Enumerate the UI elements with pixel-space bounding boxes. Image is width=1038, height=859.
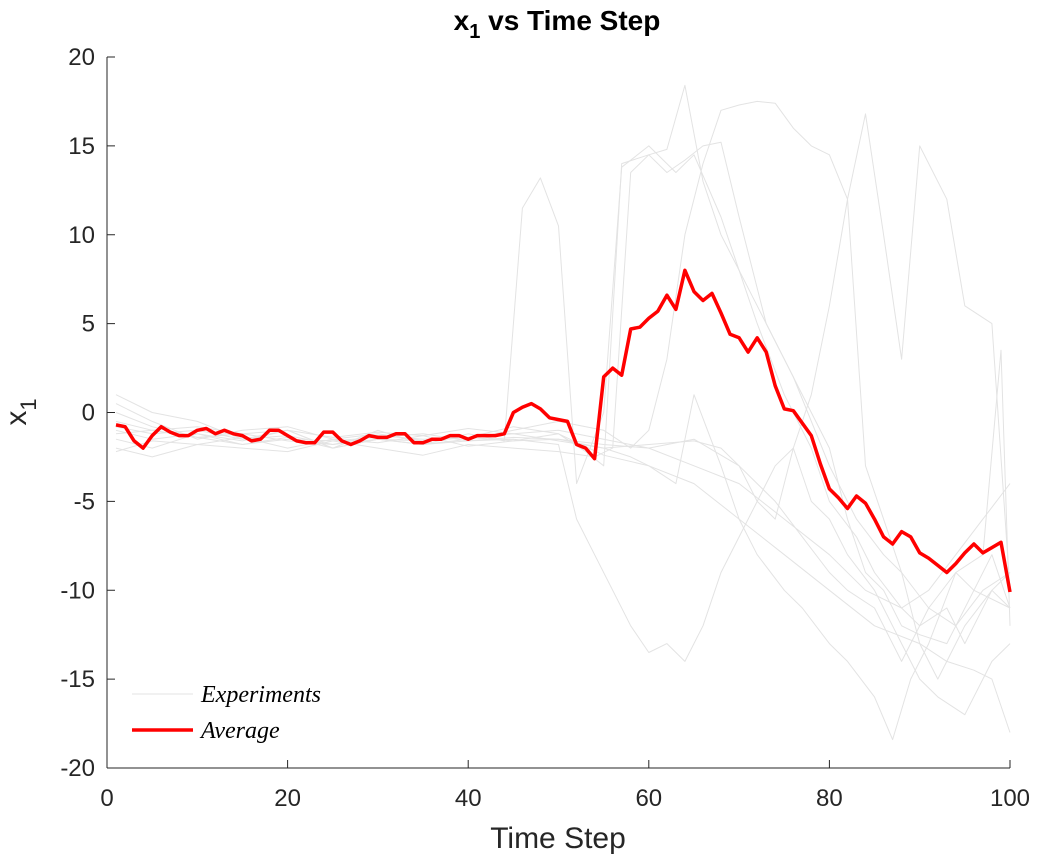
legend: Experiments Average — [132, 682, 321, 744]
y-axis-ticks: -20 -15 -10 -5 0 5 10 15 20 — [60, 44, 115, 782]
chart-title: x1 vs Time Step — [454, 5, 661, 43]
legend-average-label: Average — [199, 718, 280, 744]
y-tick-label: -20 — [60, 755, 95, 782]
y-tick-label: 5 — [82, 311, 95, 338]
series-experiment-line-7 — [115, 113, 1011, 591]
series-average-line — [115, 268, 1012, 593]
y-tick-label: -5 — [74, 488, 95, 515]
x-tick-label: 20 — [274, 785, 301, 812]
y-tick-label: 15 — [68, 133, 95, 160]
y-tick-label: -10 — [60, 577, 95, 604]
legend-experiments-label: Experiments — [200, 682, 321, 708]
y-tick-label: -15 — [60, 666, 95, 693]
x-tick-label: 100 — [990, 785, 1030, 812]
x-axis-ticks: 0 20 40 60 80 100 — [100, 760, 1030, 812]
average-line-group — [115, 268, 1012, 593]
y-tick-label: 20 — [68, 44, 95, 71]
y-tick-label: 0 — [82, 400, 95, 427]
series-experiment-line-5 — [115, 429, 1011, 716]
y-axis-label: x1 — [0, 398, 41, 425]
x-tick-label: 60 — [635, 785, 662, 812]
x-tick-label: 0 — [100, 785, 113, 812]
x-tick-label: 80 — [816, 785, 843, 812]
series-experiment-line-3 — [115, 84, 1011, 645]
x-axis-label: Time Step — [490, 822, 626, 855]
x-tick-label: 40 — [455, 785, 482, 812]
series-experiment-line-2 — [115, 141, 1011, 627]
series-experiment-line-9 — [115, 433, 1011, 733]
y-tick-label: 10 — [68, 222, 95, 249]
